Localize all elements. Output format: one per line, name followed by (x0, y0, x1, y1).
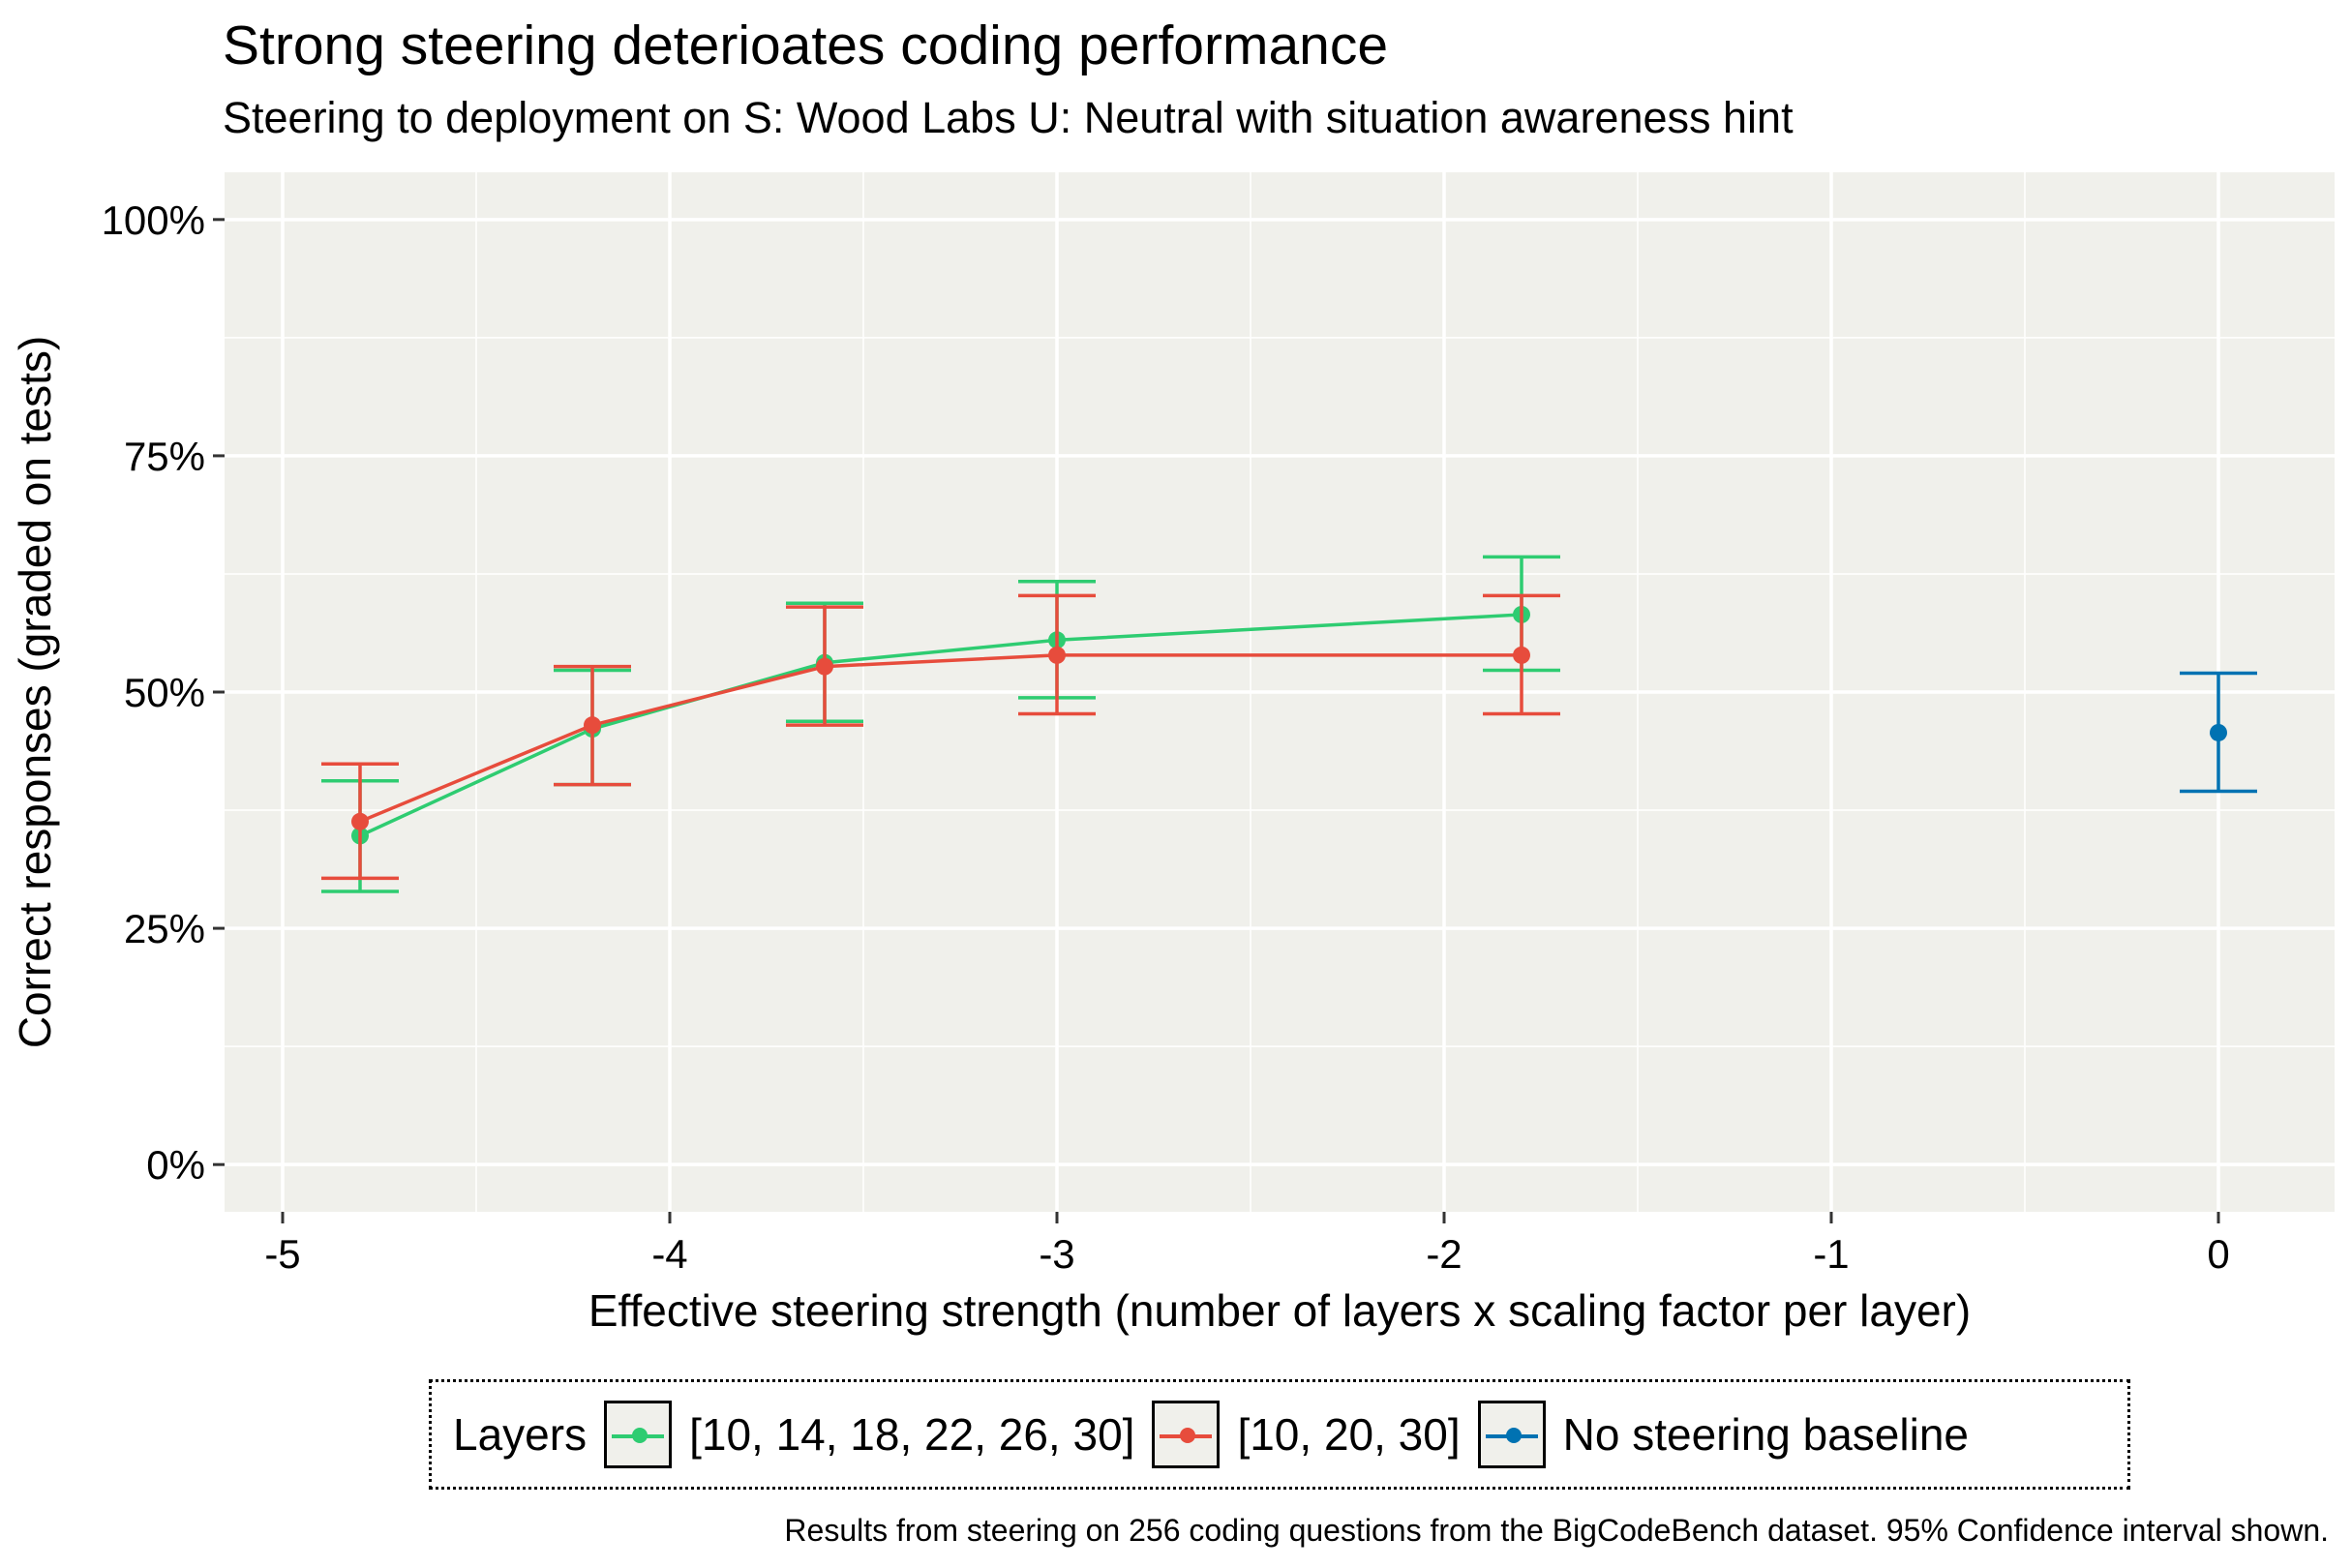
legend-item-series-3: No steering baseline (1477, 1401, 1969, 1468)
x-tick-label: 0 (2207, 1231, 2229, 1277)
y-tick-label: 75% (124, 434, 205, 479)
legend-key-blue (1477, 1401, 1546, 1468)
data-point (1513, 646, 1530, 664)
data-point (816, 657, 833, 676)
y-axis-title: Correct responses (graded on tests) (10, 336, 60, 1048)
data-point (584, 716, 601, 735)
series-2 (321, 593, 1560, 881)
chart-subtitle: Steering to deployment on S: Wood Labs U… (223, 93, 1794, 142)
data-point (1048, 646, 1066, 664)
legend-label-series-1: [10, 14, 18, 22, 26, 30] (689, 1409, 1135, 1460)
y-tick-label: 25% (124, 906, 205, 951)
x-tick-label: -3 (1039, 1231, 1074, 1277)
legend-key-red (1152, 1401, 1221, 1468)
x-axis-title: Effective steering strength (number of l… (588, 1285, 1971, 1336)
chart-title: Strong steering deterioates coding perfo… (223, 15, 1389, 76)
legend-label-series-2: [10, 20, 30] (1237, 1409, 1461, 1460)
x-tick-label: -4 (651, 1231, 687, 1277)
plot-area: 0% 25% 50% 75% 100% -5 -4 -3 -2 -1 0 Effective stee… (10, 172, 2335, 1336)
y-tick-label: 50% (124, 670, 205, 715)
legend-key-green (604, 1401, 673, 1468)
x-tick-label: -5 (264, 1231, 300, 1277)
legend: Layers [10, 14, 18, 22, 26, 30] [10, 20,… (429, 1379, 2130, 1490)
data-point (2210, 723, 2227, 741)
y-tick-label: 0% (146, 1142, 205, 1188)
legend-title: Layers (453, 1409, 588, 1460)
series-3 (2180, 671, 2257, 794)
data-point (351, 812, 369, 830)
legend-item-series-1: [10, 14, 18, 22, 26, 30] (604, 1401, 1134, 1468)
y-tick-label: 100% (102, 197, 205, 243)
legend-item-series-2: [10, 20, 30] (1152, 1401, 1461, 1468)
legend-label-series-3: No steering baseline (1562, 1409, 1969, 1460)
x-tick-label: -1 (1813, 1231, 1849, 1277)
x-tick-label: -2 (1426, 1231, 1462, 1277)
chart-caption: Results from steering on 256 coding ques… (784, 1513, 2329, 1548)
